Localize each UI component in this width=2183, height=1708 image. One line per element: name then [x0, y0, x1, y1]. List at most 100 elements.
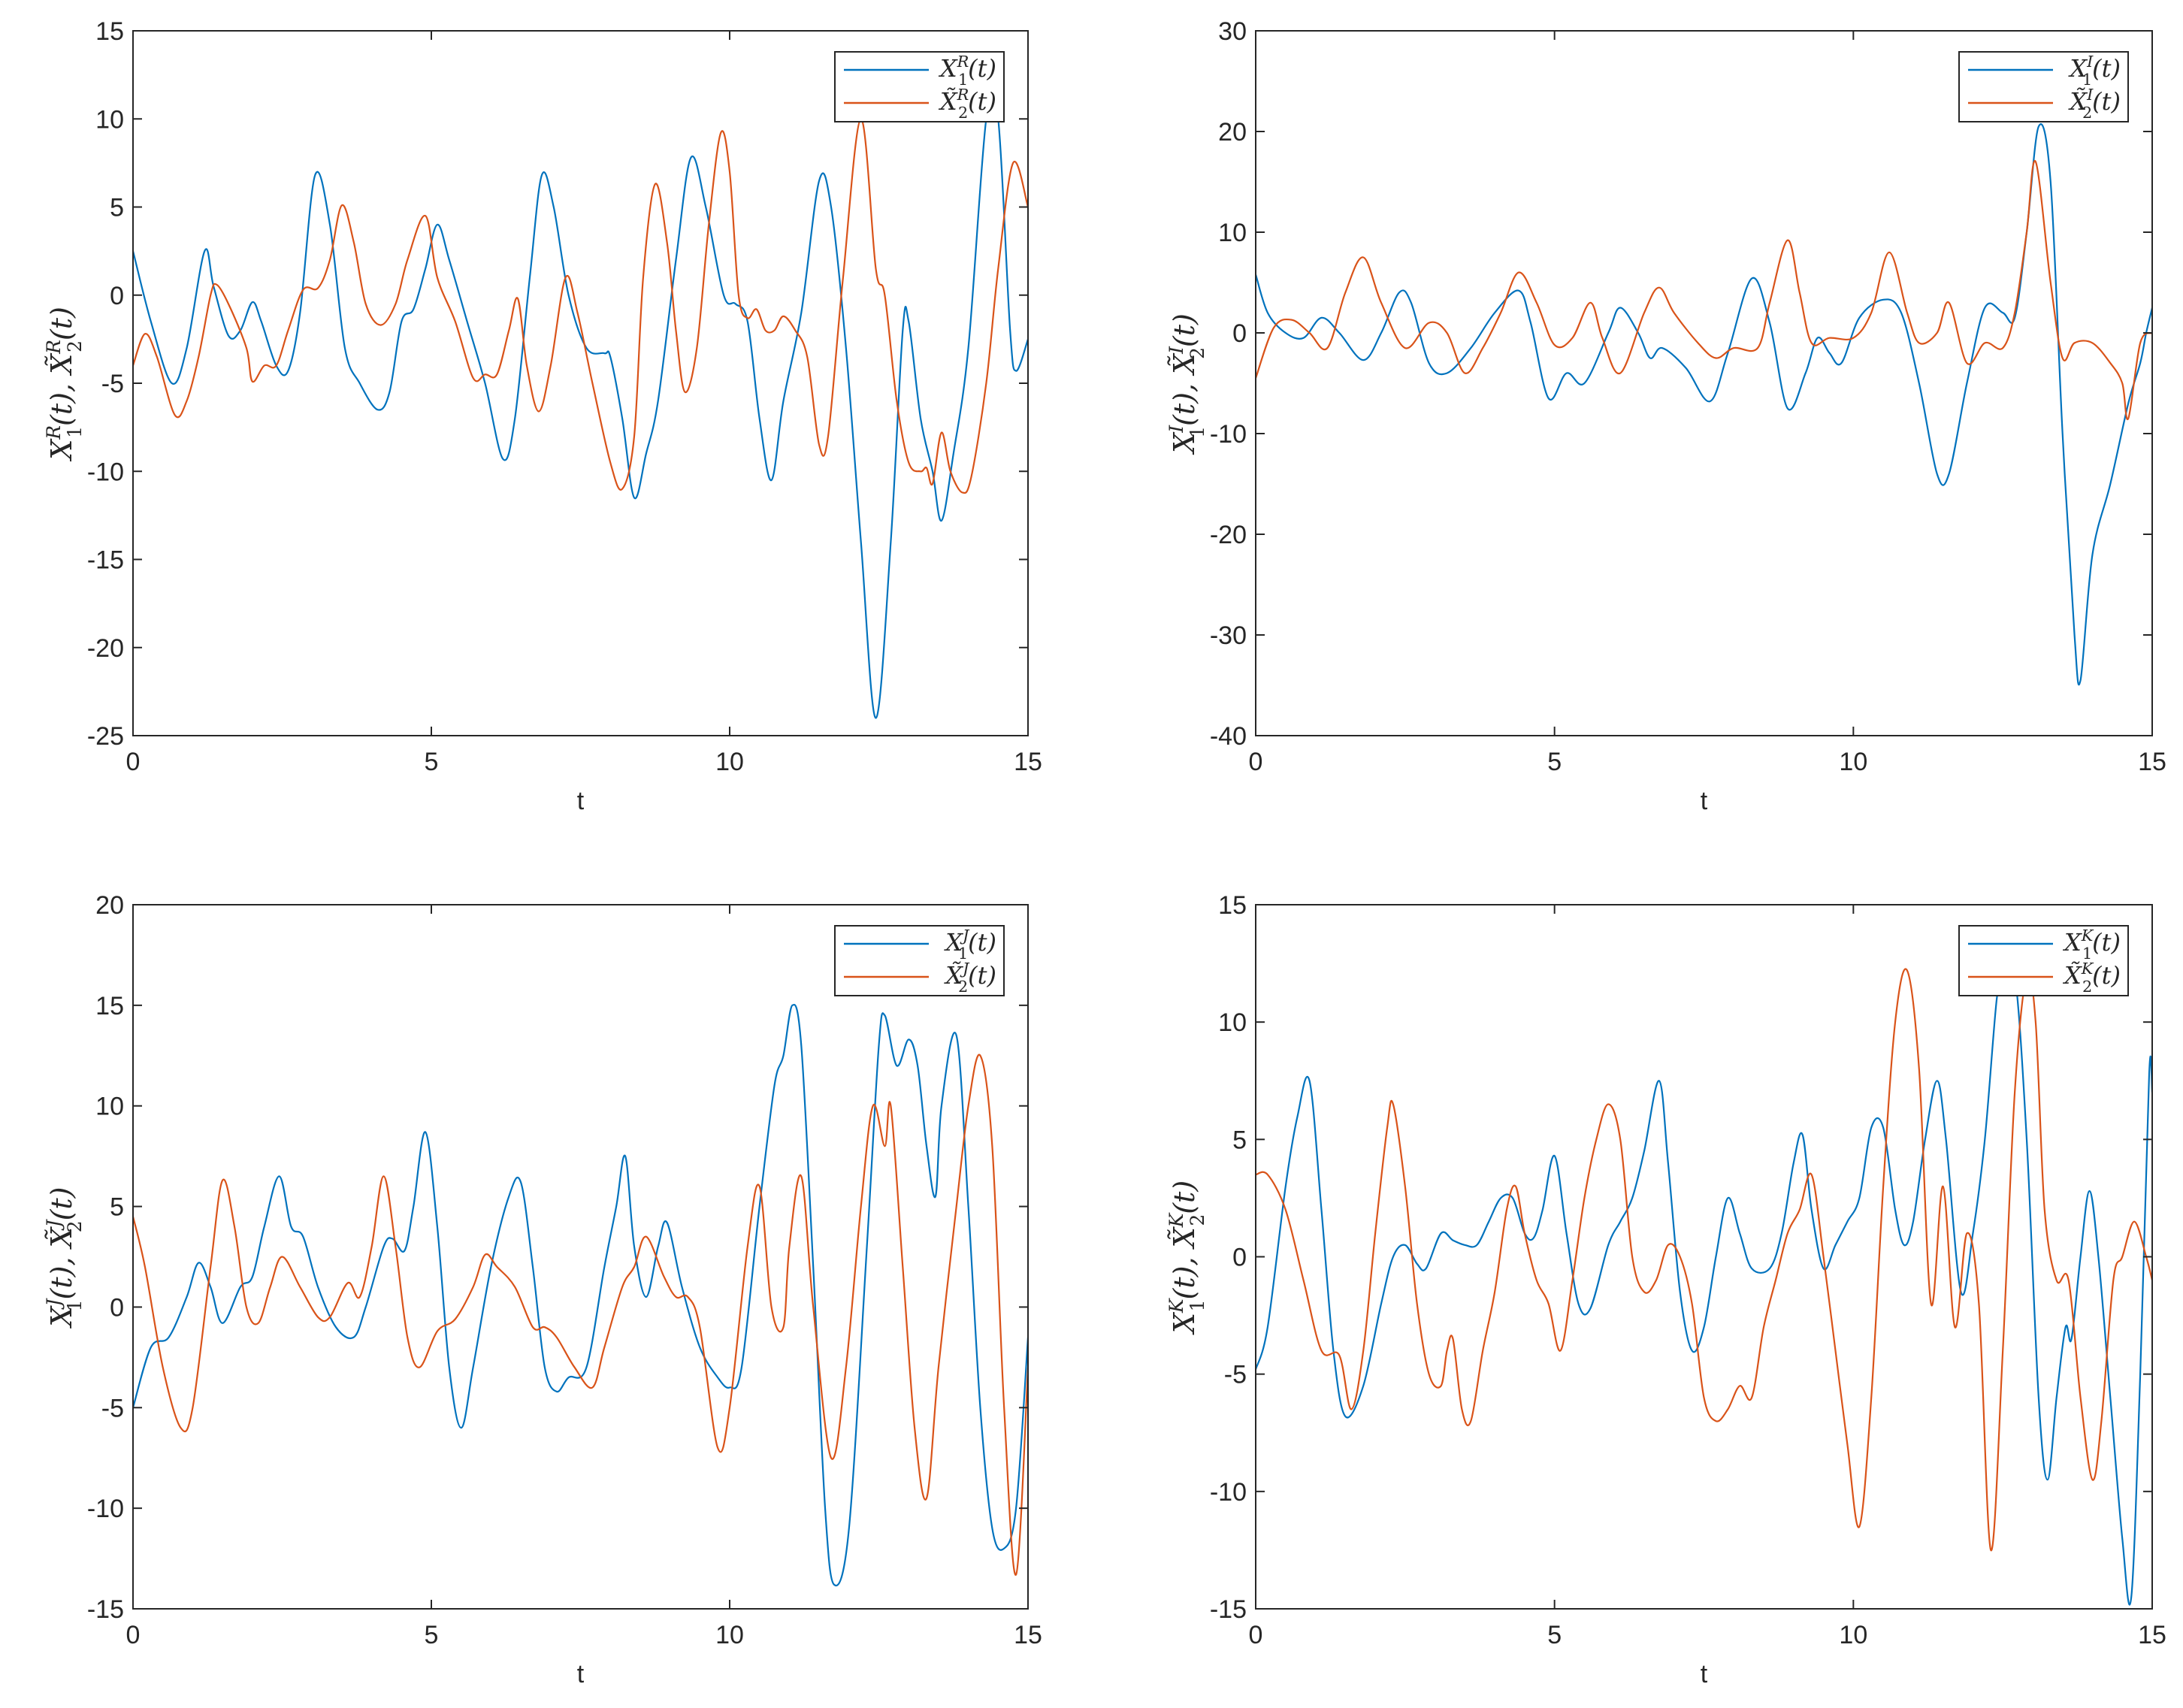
- legend-label-2: X̃R 2(t): [938, 86, 996, 122]
- y-tick-label: -5: [101, 1394, 124, 1422]
- x-tick-label: 15: [2138, 1621, 2166, 1649]
- label-sub: 1: [2082, 71, 2092, 89]
- x-tick-label: 0: [126, 748, 141, 776]
- label-sup: R: [957, 86, 969, 104]
- legend: XJ 1(t)X̃J 2(t): [834, 925, 1005, 996]
- label-base: X̃: [1168, 1226, 1201, 1250]
- label-base: X̃: [2067, 87, 2088, 116]
- x-tick-label: 15: [1014, 1621, 1042, 1649]
- label-base: X: [2067, 54, 2088, 83]
- label-sub: 1: [1187, 1300, 1208, 1312]
- y-tick-label: 20: [1218, 118, 1247, 147]
- label-base: X: [1168, 1311, 1201, 1335]
- y-tick-label: -10: [1210, 1478, 1247, 1507]
- x-axis-label: t: [1701, 787, 1708, 815]
- x-tick-label: 10: [715, 1621, 744, 1649]
- label-base: X: [1168, 431, 1201, 455]
- y-axis-label: XI1(t), X̃I2(t): [1166, 313, 1208, 455]
- label-arg: (t): [2092, 928, 2121, 957]
- y-tick-label: 15: [95, 992, 124, 1020]
- y-tick-label: 10: [95, 1093, 124, 1121]
- label-sup: J: [960, 960, 970, 978]
- y-tick-label: -15: [87, 1595, 124, 1624]
- y-tick-label: -5: [101, 370, 124, 398]
- legend-label-1: XK 1(t): [2062, 927, 2121, 963]
- label-sub: 1: [2082, 945, 2092, 963]
- y-axis-label: XR1(t), X̃R2(t): [43, 307, 86, 462]
- label-sup: K: [1166, 1212, 1187, 1228]
- series-line-2: [1256, 968, 2152, 1552]
- label-sub: 2: [2082, 104, 2092, 122]
- legend-label-1: XI 1(t): [2067, 53, 2121, 89]
- label-base: X̃: [45, 1226, 78, 1250]
- x-tick-label: 0: [1249, 748, 1263, 776]
- y-tick-label: -20: [1210, 521, 1247, 549]
- y-axis-label: XK1(t), X̃K2(t): [1166, 1180, 1208, 1335]
- series-line-1: [1256, 965, 2152, 1606]
- label-base: X̃: [1168, 352, 1201, 376]
- label-sub: 1: [1187, 426, 1208, 438]
- legend-box: [834, 925, 1005, 996]
- label-arg: (t): [45, 307, 78, 340]
- label-sub: 1: [958, 945, 968, 963]
- label-sub: 1: [64, 426, 86, 438]
- y-tick-label: -10: [87, 458, 124, 486]
- label-base: X̃: [943, 961, 963, 990]
- label-sub: 2: [2082, 978, 2092, 996]
- legend-box: [834, 51, 1005, 122]
- x-axis-label: t: [577, 787, 585, 815]
- label-sup: I: [2086, 86, 2094, 104]
- label-sup: I: [1166, 346, 1187, 355]
- label-arg: (t): [1168, 313, 1201, 347]
- label-base: X: [2062, 928, 2082, 957]
- x-tick-label: 0: [126, 1621, 141, 1649]
- y-tick-label: 5: [110, 194, 124, 222]
- series-line-2: [133, 118, 1028, 494]
- y-tick-label: -15: [1210, 1595, 1247, 1624]
- series-line-1: [1256, 123, 2152, 686]
- y-tick-label: 10: [95, 105, 124, 134]
- x-tick-label: 10: [715, 748, 744, 776]
- label-sup: R: [957, 53, 969, 71]
- label-base: X̃: [2062, 961, 2082, 990]
- y-tick-label: -10: [1210, 420, 1247, 449]
- label-arg: (t): [968, 87, 996, 116]
- series-line-2: [1256, 160, 2152, 421]
- legend-label-2: X̃J 2(t): [943, 960, 996, 996]
- label-arg: (t): [2092, 54, 2121, 83]
- axes-box: [1255, 30, 2153, 736]
- y-tick-label: -10: [87, 1495, 124, 1523]
- y-axis-label-text: XK1(t), X̃K2(t): [1166, 1180, 1208, 1335]
- y-tick-label: 0: [110, 282, 124, 310]
- y-axis-label-text: XJ1(t), X̃J2(t): [43, 1187, 86, 1329]
- label-sub: 2: [958, 978, 968, 996]
- label-sub: 1: [958, 71, 968, 89]
- x-tick-label: 5: [1547, 748, 1562, 776]
- x-tick-label: 15: [2138, 748, 2166, 776]
- label-arg: (t): [2092, 87, 2121, 116]
- x-tick-label: 15: [1014, 748, 1042, 776]
- label-base: X̃: [938, 87, 958, 116]
- label-sub: 2: [958, 104, 968, 122]
- label-sup: J: [960, 927, 970, 945]
- legend-label-2: X̃K 2(t): [2062, 960, 2121, 996]
- x-axis-label: t: [1701, 1660, 1708, 1688]
- label-sup: R: [43, 425, 65, 440]
- legend-box: [1958, 51, 2129, 122]
- label-sup: J: [43, 1297, 65, 1310]
- series-line-2: [133, 1054, 1028, 1576]
- y-tick-label: -20: [87, 634, 124, 663]
- legend: XR 1(t)X̃R 2(t): [834, 51, 1005, 122]
- label-arg: (t): [968, 928, 996, 957]
- series-line-1: [133, 1003, 1028, 1587]
- label-sup: J: [43, 1218, 65, 1231]
- label-arg: (t): [968, 54, 996, 83]
- legend-label-1: XR 1(t): [938, 53, 996, 89]
- series-line-1: [133, 90, 1028, 719]
- label-arg: (t): [968, 961, 996, 990]
- y-axis-label-text: XI1(t), X̃I2(t): [1166, 313, 1208, 455]
- label-arg: (t): [2092, 961, 2121, 990]
